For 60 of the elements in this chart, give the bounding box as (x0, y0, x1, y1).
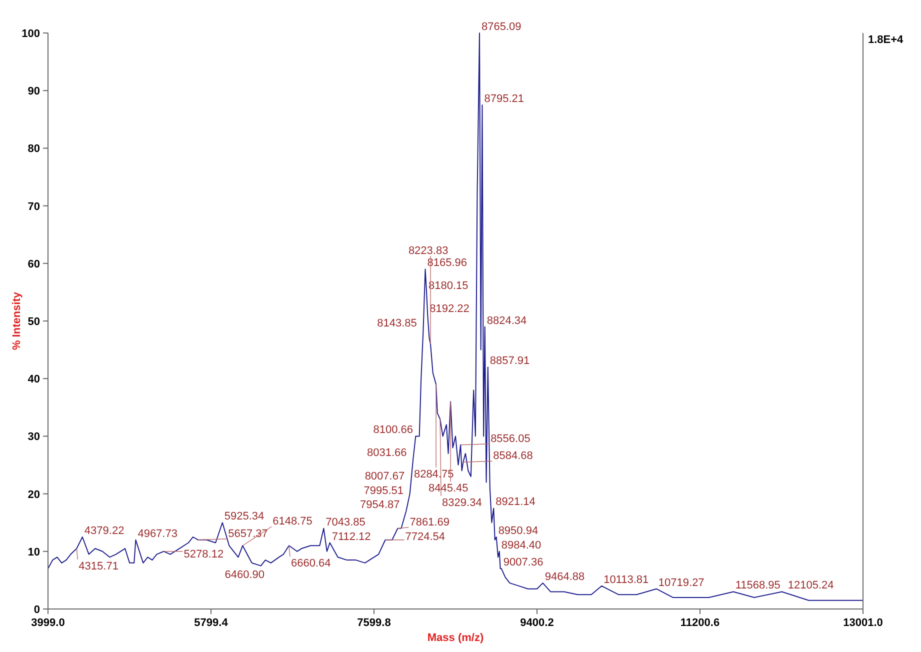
annotation: 5925.34 (224, 510, 264, 523)
annotation: 4967.73 (138, 528, 178, 540)
annotation: 8329.34 (442, 496, 482, 509)
annotation: 8143.85 (377, 318, 417, 330)
line-series (48, 32, 864, 601)
y-tick-label: 30 (28, 431, 40, 444)
annotation: 8180.15 (428, 280, 468, 292)
annotation: 7861.69 (410, 516, 450, 528)
y-tick-label: 0 (34, 604, 40, 616)
annotation: 12105.24 (788, 580, 834, 592)
x-axis-title: Mass (m/z) (427, 632, 484, 644)
annotation: 10113.81 (604, 574, 649, 586)
text: 1.8E+4 (868, 34, 904, 46)
annotation: 8950.94 (498, 525, 538, 537)
x-tick-label: 11200.6 (680, 617, 720, 629)
y-tick-label: 80 (28, 143, 40, 156)
y-tick-label: 90 (28, 86, 40, 98)
annotation: 8984.40 (501, 539, 542, 552)
annotation: 6460.90 (224, 568, 265, 581)
annotation: 6148.75 (272, 516, 312, 528)
annotation: 8765.09 (482, 21, 522, 33)
annotation: 8921.14 (496, 496, 536, 508)
x-tick-label: 7599.8 (357, 617, 391, 629)
annotation: 8223.83 (408, 245, 448, 258)
y-tick-label: 40 (28, 374, 40, 386)
annotation: 8857.91 (490, 355, 530, 368)
annotation: 7995.51 (364, 484, 404, 497)
y-tick-label: 10 (28, 546, 40, 558)
x-tick-label: 9400.2 (520, 617, 554, 629)
annotation: 9007.36 (503, 556, 544, 569)
annotation: 8100.66 (373, 424, 414, 436)
annotation: 6660.64 (290, 558, 331, 570)
annotation: 8824.34 (486, 314, 527, 327)
annotation: 8445.45 (428, 482, 468, 495)
annotation: 8031.66 (367, 447, 407, 460)
annotation: 9464.88 (544, 571, 585, 584)
annotation: 10719.27 (658, 576, 704, 589)
annotation: 7954.87 (360, 499, 400, 512)
annotation: 11568.95 (735, 580, 780, 592)
y-tick-label: 20 (28, 488, 40, 501)
y-tick-label: 100 (22, 28, 40, 40)
annotation: 4379.22 (84, 525, 124, 537)
x-tick-label: 13001.0 (843, 617, 883, 629)
annotation: 8165.96 (427, 257, 468, 270)
y-tick-label: 70 (28, 200, 40, 213)
annotation: 8584.68 (493, 450, 533, 462)
annotation: 8795.21 (484, 93, 524, 105)
annotation: 5278.12 (184, 548, 224, 560)
y-axis-title: % Intensity (11, 291, 23, 350)
y-tick-label: 50 (28, 316, 40, 328)
y-tick-label: 60 (28, 258, 40, 270)
annotation: 8192.22 (430, 303, 470, 316)
annotation: 7724.54 (405, 530, 446, 543)
annotation: 8556.05 (490, 432, 530, 445)
annotation: 8007.67 (364, 470, 405, 482)
annotation: 7112.12 (332, 530, 371, 543)
x-tick-label: 5799.4 (194, 617, 229, 629)
x-tick-label: 3999.0 (31, 617, 65, 629)
annotation: 7043.85 (326, 516, 366, 528)
annotation: 4315.71 (78, 560, 118, 573)
